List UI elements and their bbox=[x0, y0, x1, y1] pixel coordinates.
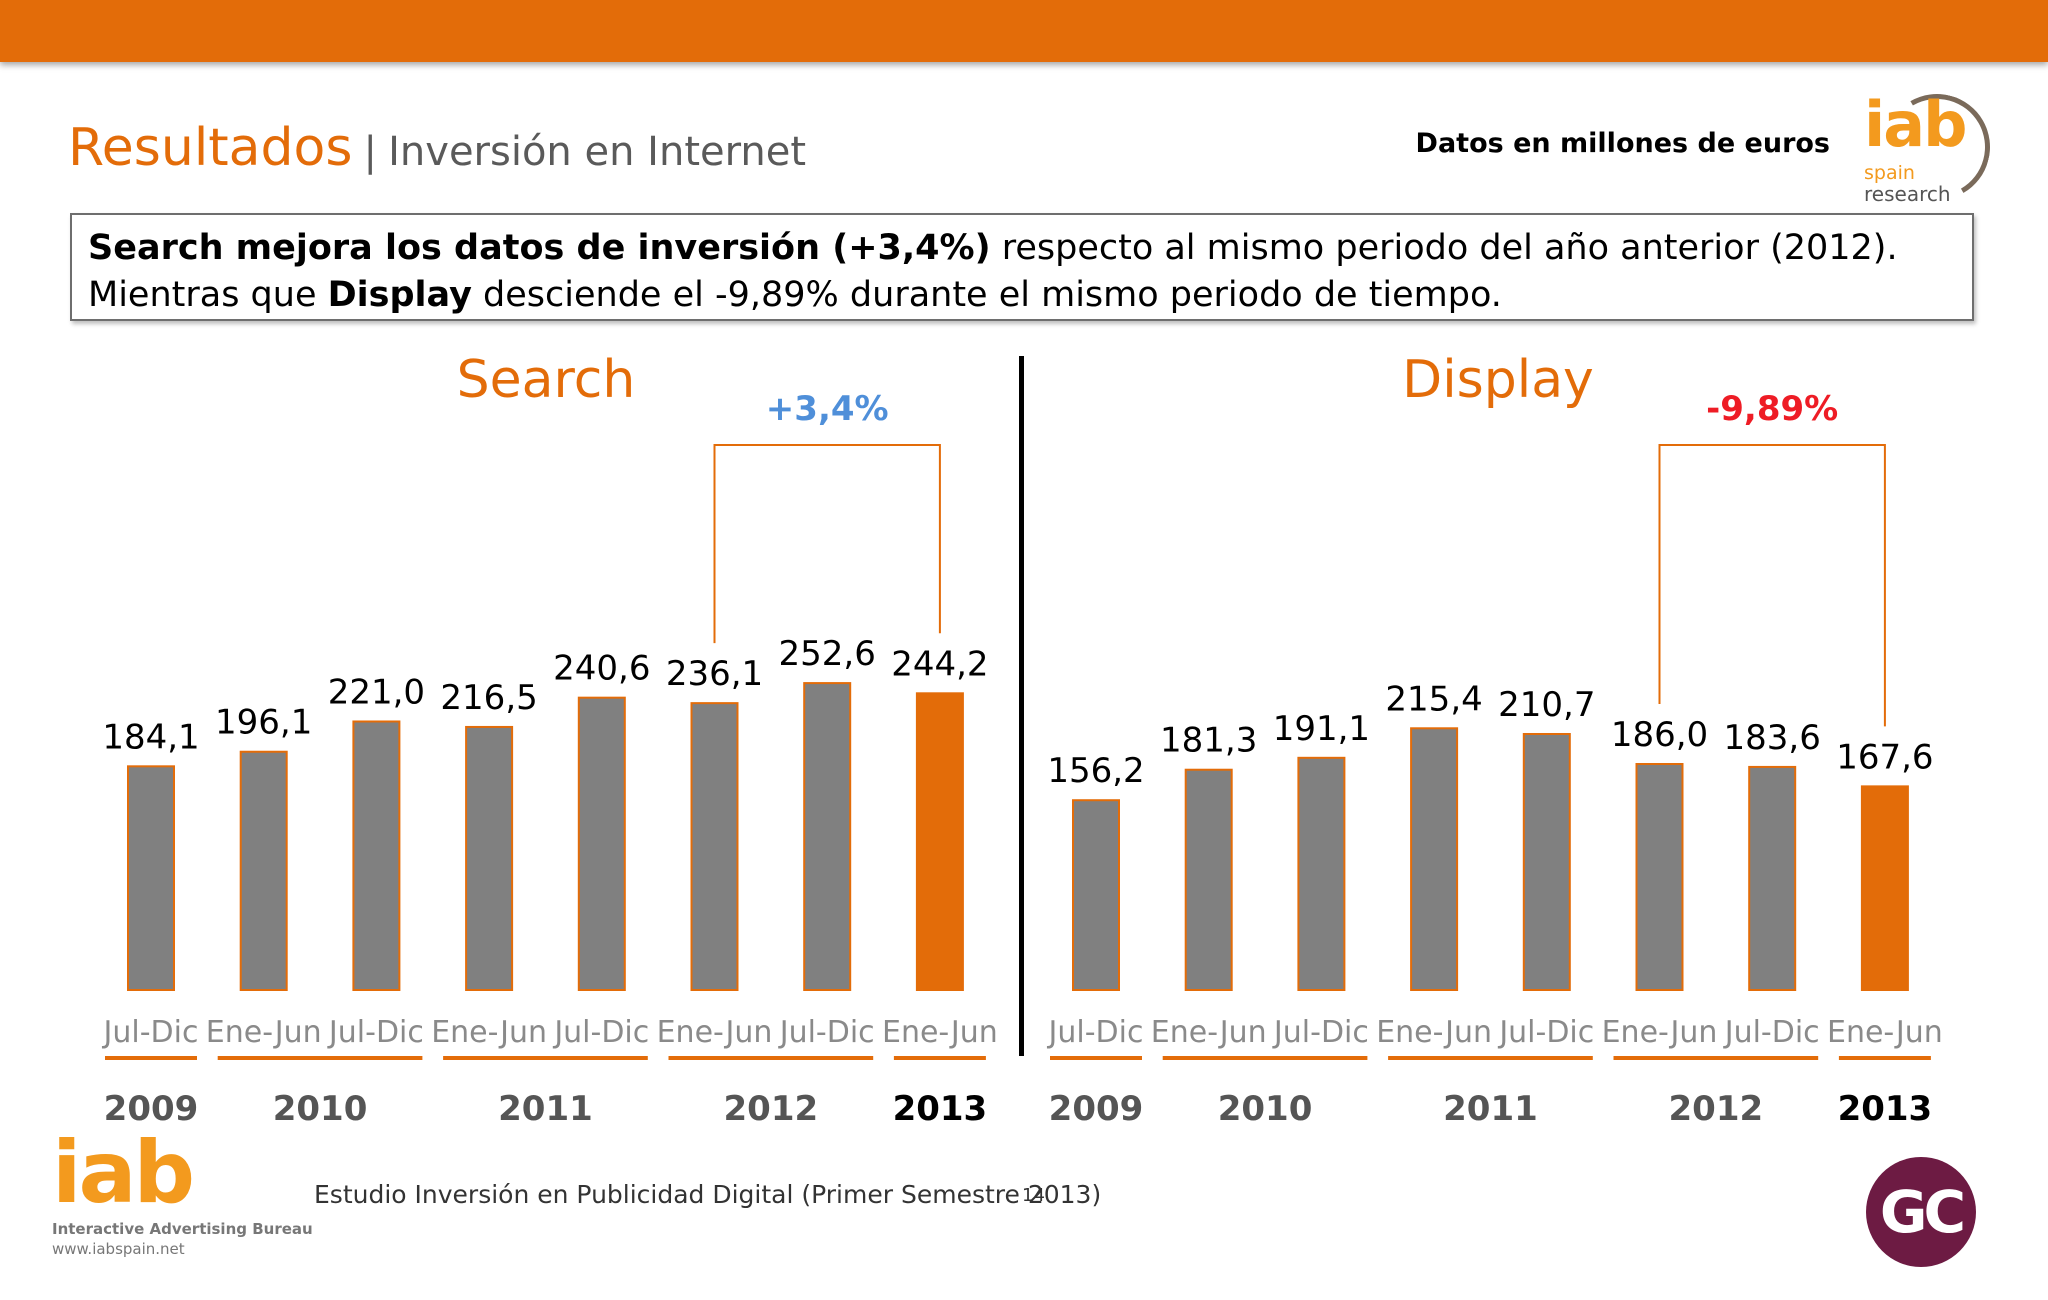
title-subtitle: Inversión en Internet bbox=[388, 129, 806, 175]
search-bar-7 bbox=[915, 692, 964, 991]
display-bar-7 bbox=[1860, 785, 1909, 992]
search-value-label-1: 196,1 bbox=[215, 703, 312, 743]
search-value-label-3: 216,5 bbox=[440, 678, 537, 718]
search-bar-6 bbox=[803, 682, 852, 991]
top-accent-bar bbox=[0, 0, 2048, 62]
callout-bold-1: Search mejora los datos de inversión (+3… bbox=[88, 228, 991, 268]
title-separator: | bbox=[363, 129, 378, 175]
search-bar-2 bbox=[352, 720, 401, 991]
summary-callout: Search mejora los datos de inversión (+3… bbox=[70, 213, 1974, 321]
iab-research-logo: iab spain research bbox=[1858, 82, 2002, 212]
display-bar-5 bbox=[1635, 763, 1684, 992]
logo-iab-text: iab bbox=[1864, 88, 1967, 161]
charts-canvas: Search 184,1 Jul-Dic 196,1 Ene-Jun 221,0 Jul-D… bbox=[102, 350, 1943, 1129]
display-year-label-0: 2009 bbox=[1049, 1089, 1144, 1129]
display-bar-2 bbox=[1297, 756, 1346, 991]
display-value-label-2: 191,1 bbox=[1273, 709, 1370, 749]
search-year-label-4: 2013 bbox=[893, 1089, 988, 1129]
search-tick-label-1: Ene-Jun bbox=[206, 1015, 322, 1050]
search-value-label-4: 240,6 bbox=[553, 649, 650, 689]
search-year-label-3: 2012 bbox=[724, 1089, 819, 1129]
units-note: Datos en millones de euros bbox=[1415, 128, 1830, 159]
iab-footer-logo: iab Interactive Advertising Bureau www.i… bbox=[52, 1130, 313, 1258]
search-value-label-2: 221,0 bbox=[328, 672, 425, 712]
display-year-label-3: 2012 bbox=[1669, 1089, 1764, 1129]
display-value-label-4: 210,7 bbox=[1498, 685, 1595, 725]
display-tick-label-6: Jul-Dic bbox=[1723, 1015, 1820, 1050]
display-value-label-0: 156,2 bbox=[1047, 751, 1144, 791]
display-value-label-7: 167,6 bbox=[1836, 737, 1933, 777]
search-tick-label-6: Jul-Dic bbox=[778, 1015, 875, 1050]
display-tick-label-4: Jul-Dic bbox=[1497, 1015, 1594, 1050]
search-year-label-2: 2011 bbox=[498, 1089, 593, 1129]
display-tick-label-2: Jul-Dic bbox=[1272, 1015, 1369, 1050]
display-value-label-5: 186,0 bbox=[1611, 715, 1708, 755]
search-value-label-6: 252,6 bbox=[779, 634, 876, 674]
gc-badge-logo: GC bbox=[1866, 1157, 1976, 1267]
display-bar-1 bbox=[1184, 768, 1233, 992]
footer-study-title: Estudio Inversión en Publicidad Digital … bbox=[314, 1180, 1102, 1209]
display-year-label-2: 2011 bbox=[1443, 1089, 1538, 1129]
display-value-label-1: 181,3 bbox=[1160, 721, 1257, 761]
display-bar-6 bbox=[1748, 765, 1797, 992]
search-tick-label-5: Ene-Jun bbox=[657, 1015, 773, 1050]
search-bar-1 bbox=[239, 750, 288, 992]
display-value-label-6: 183,6 bbox=[1724, 718, 1821, 758]
display-tick-label-3: Ene-Jun bbox=[1376, 1015, 1492, 1050]
display-bar-4 bbox=[1522, 732, 1571, 991]
display-value-label-3: 215,4 bbox=[1385, 679, 1482, 719]
callout-bold-2: Display bbox=[327, 275, 472, 315]
search-bar-0 bbox=[127, 765, 175, 991]
search-value-label-5: 236,1 bbox=[666, 654, 763, 694]
search-value-label-0: 184,1 bbox=[102, 717, 199, 757]
display-tick-label-5: Ene-Jun bbox=[1602, 1015, 1718, 1050]
logo-research-text: research bbox=[1864, 182, 1951, 206]
logo-spain-text: spain bbox=[1864, 162, 1915, 184]
footer-web-text: www.iabspain.net bbox=[52, 1240, 185, 1258]
search-tick-label-3: Ene-Jun bbox=[431, 1015, 547, 1050]
search-change-annotation: +3,4% bbox=[766, 389, 889, 429]
display-bar-0 bbox=[1072, 799, 1120, 991]
display-bar-3 bbox=[1410, 727, 1459, 991]
page-title: Resultados | Inversión en Internet bbox=[68, 118, 806, 178]
search-bar-5 bbox=[690, 702, 739, 991]
display-change-annotation: -9,89% bbox=[1706, 389, 1838, 429]
search-year-label-0: 2009 bbox=[104, 1089, 199, 1129]
callout-text-2: desciende el -9,89% durante el mismo per… bbox=[471, 275, 1502, 315]
search-year-label-1: 2010 bbox=[273, 1089, 368, 1129]
search-tick-label-0: Jul-Dic bbox=[102, 1015, 199, 1050]
footer-iab-text: iab bbox=[52, 1123, 195, 1223]
search-bar-3 bbox=[465, 725, 514, 991]
search-chart-title: Search bbox=[457, 350, 636, 410]
page-number: 14 bbox=[1022, 1185, 1045, 1206]
display-change-bracket bbox=[1658, 444, 1886, 727]
display-tick-label-1: Ene-Jun bbox=[1151, 1015, 1267, 1050]
search-bar-4 bbox=[577, 696, 626, 992]
display-tick-label-7: Ene-Jun bbox=[1827, 1015, 1943, 1050]
callout-text-1: respecto al mismo periodo del año anteri… bbox=[88, 228, 1898, 315]
chart-divider bbox=[1019, 356, 1024, 1056]
search-tick-label-2: Jul-Dic bbox=[327, 1015, 424, 1050]
display-chart-title: Display bbox=[1402, 350, 1594, 410]
footer-bureau-text: Interactive Advertising Bureau bbox=[52, 1220, 313, 1238]
search-value-label-7: 244,2 bbox=[891, 644, 988, 684]
display-tick-label-0: Jul-Dic bbox=[1047, 1015, 1144, 1050]
title-main: Resultados bbox=[68, 118, 353, 178]
display-year-label-1: 2010 bbox=[1218, 1089, 1313, 1129]
search-tick-label-4: Jul-Dic bbox=[552, 1015, 649, 1050]
search-change-bracket bbox=[713, 444, 941, 644]
display-year-label-4: 2013 bbox=[1838, 1089, 1933, 1129]
search-tick-label-7: Ene-Jun bbox=[882, 1015, 998, 1050]
